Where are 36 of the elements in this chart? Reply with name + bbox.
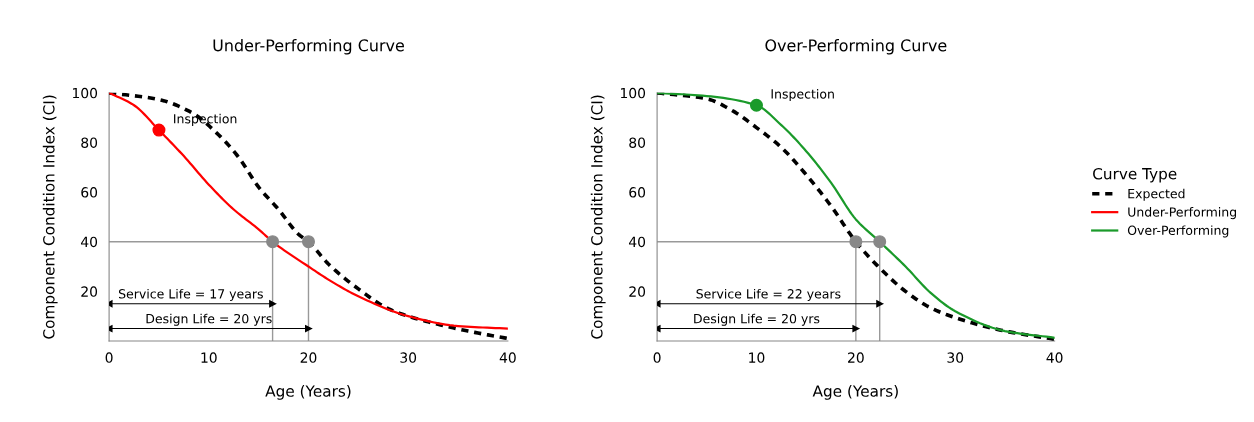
- x-tick-label: 0: [105, 352, 113, 363]
- x-tick-label: 30: [400, 352, 417, 363]
- annotation: Design Life = 20 yrs: [146, 313, 272, 326]
- annotation: Inspection: [174, 113, 237, 126]
- chart-title: Under-Performing Curve: [213, 39, 404, 55]
- annotation: Service Life = 17 years: [118, 288, 263, 301]
- x-tick-label: 20: [848, 352, 864, 363]
- legend-label: Under-Performing: [1128, 207, 1236, 220]
- x-tick-label: 0: [653, 352, 661, 363]
- chart-title: Over-Performing Curve: [765, 39, 947, 55]
- annotation: Inspection: [771, 88, 834, 102]
- x-tick-label: 40: [499, 352, 516, 363]
- y-tick-label: 40: [628, 236, 646, 248]
- x-tick-label: 40: [1046, 352, 1063, 363]
- legend-label: Expected: [1128, 188, 1185, 201]
- y-tick-label: 20: [629, 286, 646, 297]
- x-axis-title: Age (Years): [265, 384, 351, 400]
- annotation: Design Life = 20 yrs: [694, 313, 820, 326]
- x-tick-label: 10: [201, 352, 217, 363]
- legend-label: Over-Performing: [1127, 225, 1229, 238]
- y-tick-label: 60: [81, 187, 98, 198]
- y-tick-label: 40: [80, 236, 98, 248]
- x-axis-title: Age (Years): [812, 384, 898, 400]
- x-tick-label: 30: [947, 352, 964, 363]
- x-tick-label: 20: [300, 352, 317, 363]
- annotation: Service Life = 22 years: [696, 288, 841, 301]
- y-axis-title: Component Condition Index (CI): [590, 95, 606, 339]
- y-tick-label: 100: [621, 87, 646, 99]
- y-tick-label: 80: [629, 137, 646, 148]
- y-tick-label: 60: [629, 187, 646, 198]
- legend-title: Curve Type: [1093, 167, 1177, 183]
- y-axis-title: Component Condition Index (CI): [42, 95, 58, 339]
- y-tick-label: 20: [81, 286, 98, 297]
- y-tick-label: 80: [81, 137, 98, 148]
- x-tick-label: 10: [749, 352, 765, 363]
- y-tick-label: 100: [73, 87, 98, 99]
